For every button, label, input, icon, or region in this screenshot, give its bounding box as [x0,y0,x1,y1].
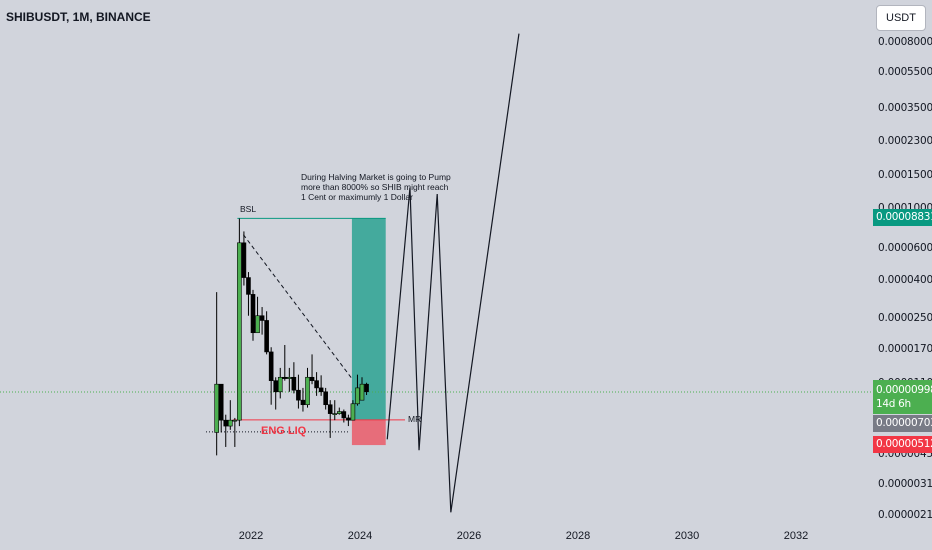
candle [355,387,360,405]
candle [346,417,351,421]
candle [314,380,319,389]
candle [255,315,260,334]
candle [364,383,369,393]
note-line: During Halving Market is going to Pump [301,172,451,182]
candle [268,351,274,381]
time-tick: 2032 [783,530,809,542]
current-price-badge: 0.00000998 14d 6h [873,380,932,414]
bar-countdown: 14d 6h [876,398,911,410]
candle [259,315,265,321]
candle [318,387,324,393]
candle [336,411,342,414]
mr-price-badge: 0.00000703 [873,415,932,432]
trendline [242,234,353,379]
currency-button[interactable]: USDT [876,5,926,31]
candle [296,389,301,401]
candle [241,242,247,278]
symbol-title: SHIBUSDT, 1M, BINANCE [6,10,151,24]
position-stop-zone [351,419,386,446]
candle [323,391,328,406]
candle [327,404,333,414]
candle [273,380,279,393]
note-line: more than 8000% so SHIB might reach [301,182,449,192]
candle [232,419,238,422]
candle [218,383,224,421]
candle [350,403,356,421]
projection-path [386,33,520,513]
candle [277,376,283,393]
candle [264,320,269,353]
candle [309,376,315,381]
candle [214,383,219,433]
candle [359,383,365,401]
candle [332,413,338,415]
candle [282,376,288,379]
time-tick: 2026 [456,530,482,542]
note-line: 1 Cent or maximumly 1 Dollar [301,192,413,202]
candle [300,399,306,406]
price-tick: 0.00000210 [878,509,932,521]
time-tick: 2024 [347,530,373,542]
time-tick: 2030 [674,530,700,542]
time-tick: 2022 [238,530,264,542]
candle [246,277,251,295]
projection-note: During Halving Market is going to Pump m… [301,172,451,202]
target-price-badge: 0.00008831 [873,209,932,226]
low-price-badge: 0.00000512 [873,436,932,453]
candle [250,294,256,334]
candle [287,376,292,379]
current-price: 0.00000998 [876,384,932,396]
eng-liq-label: ENG LIQ [261,425,307,437]
candle [227,419,233,427]
mr-label: MR [408,414,422,424]
candle [305,376,310,406]
candle [291,376,297,391]
candle [223,419,229,427]
bsl-label: BSL [240,204,257,214]
time-tick: 2028 [565,530,591,542]
candle [341,411,347,419]
candle [237,242,242,421]
